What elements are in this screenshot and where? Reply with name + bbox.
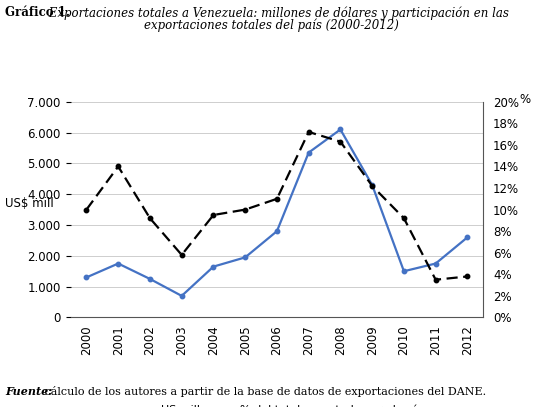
Text: Fuente:: Fuente: [5, 386, 53, 397]
Text: Gráfico 1.: Gráfico 1. [5, 6, 71, 19]
Y-axis label: %: % [519, 93, 530, 106]
Text: cálculo de los autores a partir de la base de datos de exportaciones del DANE.: cálculo de los autores a partir de la ba… [41, 386, 486, 397]
Text: Exportaciones totales a Venezuela: millones de dólares y participación en las: Exportaciones totales a Venezuela: millo… [45, 6, 508, 20]
Y-axis label: US$ mill: US$ mill [5, 197, 54, 210]
Legend: US mill, % del total exportado por el país: US mill, % del total exportado por el pa… [132, 405, 422, 407]
Text: exportaciones totales del país (2000-2012): exportaciones totales del país (2000-201… [144, 18, 399, 32]
